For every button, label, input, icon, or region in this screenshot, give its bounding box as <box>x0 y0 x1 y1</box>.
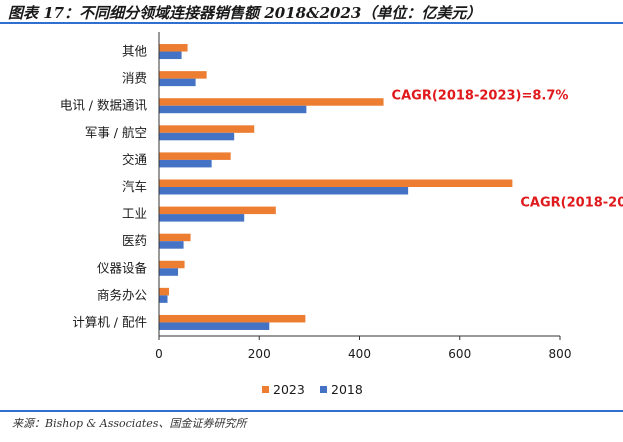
legend-swatch-2023 <box>262 386 269 393</box>
category-label: 交通 <box>122 152 148 167</box>
category-label: 计算机 / 配件 <box>72 314 147 329</box>
bar-2018-6 <box>159 214 245 222</box>
category-label: 消费 <box>122 71 147 86</box>
category-label: 军事 / 航空 <box>85 125 147 140</box>
bar-2023-2 <box>159 98 384 106</box>
source-divider <box>0 410 623 412</box>
bar-2023-5 <box>159 179 513 187</box>
x-tick-label: 0 <box>155 347 163 361</box>
cagr-annotation: CAGR(2018-2023)=8.7% <box>392 89 569 104</box>
bar-2018-7 <box>159 241 184 249</box>
category-label: 工业 <box>122 206 147 221</box>
category-label: 电讯 / 数据通讯 <box>60 98 148 113</box>
bar-2018-5 <box>159 187 409 195</box>
bar-2018-9 <box>159 295 168 303</box>
legend-label-2023: 2023 <box>273 382 305 397</box>
category-label: 商务办公 <box>97 287 148 302</box>
x-tick-label: 400 <box>348 347 371 361</box>
x-tick-label: 200 <box>248 347 271 361</box>
bar-2023-6 <box>159 206 276 215</box>
bar-2023-9 <box>159 287 170 296</box>
source-note: 来源：Bishop & Associates、国金证券研究所 <box>12 417 247 430</box>
cagr-annotation: CAGR(2018-2023)=7.3% <box>520 196 623 211</box>
legend-swatch-2018 <box>320 386 327 393</box>
x-tick-label: 800 <box>549 347 572 361</box>
bar-2023-1 <box>159 71 207 79</box>
bar-2018-4 <box>159 159 212 168</box>
bar-2023-3 <box>159 125 255 133</box>
legend-label-2018: 2018 <box>331 382 363 397</box>
bar-2023-10 <box>159 314 306 323</box>
axes-layer <box>158 32 561 340</box>
bar-2018-3 <box>159 132 235 141</box>
bar-2018-0 <box>159 51 182 60</box>
category-label: 仪器设备 <box>97 260 148 275</box>
annotations-layer: CAGR(2018-2023)=8.7% CAGR(2018-2023)=7.3% <box>392 89 623 211</box>
bar-2018-8 <box>159 268 179 276</box>
title-divider <box>0 22 623 24</box>
bar-2023-4 <box>159 152 231 160</box>
category-label: 医药 <box>122 233 147 248</box>
bars-layer <box>159 44 513 330</box>
category-label: 汽车 <box>122 179 147 194</box>
category-label: 其他 <box>122 44 148 59</box>
bar-2023-7 <box>159 233 191 242</box>
bar-2018-2 <box>159 105 307 114</box>
chart-title: 图表 17：不同细分领域连接器销售额 2018&2023（单位：亿美元） <box>8 4 482 22</box>
legend: 2023 2018 <box>262 382 363 397</box>
x-tick-label: 600 <box>448 347 471 361</box>
bar-2023-0 <box>159 44 188 52</box>
bar-2018-1 <box>159 78 196 87</box>
bar-2023-8 <box>159 260 185 269</box>
bar-2018-10 <box>159 322 270 330</box>
